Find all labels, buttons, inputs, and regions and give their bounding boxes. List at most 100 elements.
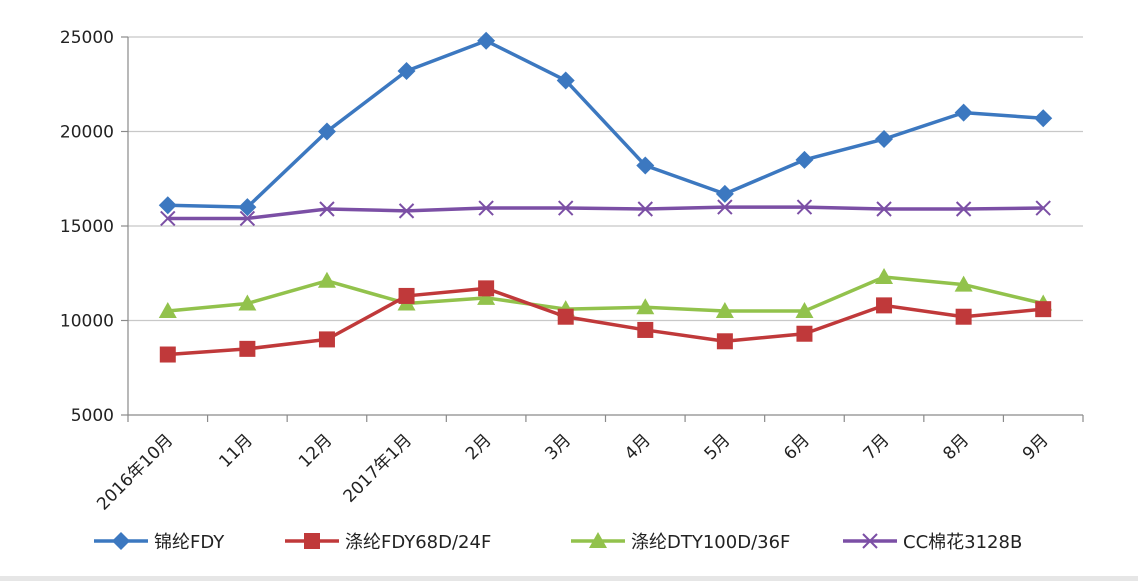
data-point [1035, 301, 1052, 318]
series-line [167, 39, 1044, 209]
data-point [875, 130, 894, 149]
x-axis-ticks: 2016年10月 11月 12月 2017年1月 2月 3月 4月 5月 6月 7月 8月 9月 [93, 415, 1084, 514]
legend-item: 锦纶FDY [94, 532, 225, 553]
y-tick-label: 20000 [60, 123, 114, 143]
data-point [397, 62, 416, 81]
data-point [319, 201, 335, 217]
data-point [637, 201, 653, 217]
series-0 [158, 31, 1053, 217]
series-3 [160, 199, 1051, 227]
data-point [955, 201, 972, 217]
series-line [167, 286, 1044, 357]
y-tick-label: 5000 [71, 406, 114, 426]
data-point [317, 122, 336, 141]
series-line [167, 275, 1044, 313]
data-point [304, 533, 320, 549]
x-tick-label: 11月 [215, 430, 256, 471]
data-point [398, 287, 415, 304]
data-point [159, 346, 176, 363]
data-point-stroke [558, 200, 574, 216]
data-point [954, 275, 973, 292]
data-point [795, 150, 814, 169]
legend-label: 锦纶FDY [154, 532, 225, 553]
series-group [158, 31, 1053, 363]
x-tick-label: 2016年10月 [93, 430, 177, 514]
data-point [637, 321, 654, 338]
legend-label: 涤纶DTY100D/36F [631, 532, 790, 553]
data-point [716, 333, 733, 350]
data-point [954, 103, 973, 122]
data-point [477, 31, 496, 50]
data-point-stroke [796, 199, 813, 215]
y-tick-label: 25000 [60, 28, 114, 48]
data-point [158, 196, 177, 215]
x-tick-label: 8月 [939, 430, 973, 464]
data-point [160, 210, 176, 227]
legend: 锦纶FDY 涤纶FDY68D/24F 涤纶DTY100D/36F CC棉花3128B [94, 532, 1022, 553]
data-point [796, 325, 813, 342]
y-axis-ticks: 25000 20000 15000 10000 5000 [60, 28, 128, 426]
data-point [478, 280, 495, 297]
x-tick-label: 7月 [860, 430, 894, 464]
data-point [238, 294, 257, 311]
data-point [239, 210, 256, 227]
data-point [876, 297, 893, 314]
data-point [557, 308, 574, 325]
data-point [477, 288, 496, 305]
data-point [238, 198, 257, 217]
series-line [167, 205, 1044, 221]
data-point [636, 298, 655, 315]
data-point [717, 199, 733, 215]
data-point-stroke [862, 533, 878, 549]
x-tick-label: 5月 [701, 430, 735, 464]
data-point [239, 340, 256, 357]
data-point [318, 331, 335, 348]
data-point-stroke [955, 201, 972, 217]
data-point [715, 302, 734, 319]
data-point [795, 302, 814, 319]
x-tick-label: 2月 [462, 430, 496, 464]
series-1 [159, 280, 1052, 363]
x-tick-label: 12月 [295, 430, 336, 471]
data-point-stroke [478, 200, 494, 216]
data-point [955, 308, 972, 325]
data-point [1035, 200, 1051, 216]
data-point [398, 203, 415, 219]
x-tick-label: 4月 [621, 430, 655, 464]
data-point [112, 532, 130, 550]
data-point-stroke [319, 201, 335, 217]
gridlines [128, 36, 1083, 322]
data-point [158, 302, 177, 319]
x-tick-label: 2017年1月 [340, 430, 416, 506]
x-tick-label: 6月 [780, 430, 814, 464]
data-point-stroke [876, 201, 892, 217]
data-point [558, 200, 574, 216]
data-point-stroke [239, 210, 256, 227]
data-point [796, 199, 813, 215]
data-point [876, 201, 892, 217]
data-point [636, 156, 655, 175]
data-point-stroke [1035, 200, 1051, 216]
data-point-stroke [398, 203, 415, 219]
legend-label: CC棉花3128B [903, 532, 1022, 553]
data-point [715, 184, 734, 203]
x-tick-label: 9月 [1019, 430, 1053, 464]
data-point-stroke [160, 210, 176, 227]
data-point [862, 533, 878, 549]
data-point [1034, 109, 1053, 128]
x-tick-label: 3月 [541, 430, 575, 464]
legend-item: CC棉花3128B [843, 532, 1022, 553]
y-tick-label: 10000 [60, 312, 114, 332]
data-point [589, 532, 607, 548]
data-point [317, 271, 336, 288]
legend-item: 涤纶FDY68D/24F [285, 532, 491, 553]
y-tick-label: 15000 [60, 217, 114, 237]
data-point [556, 71, 575, 90]
data-point [478, 200, 494, 216]
data-point-stroke [637, 201, 653, 217]
data-point-stroke [717, 199, 733, 215]
bottom-rule [0, 576, 1138, 581]
legend-item: 涤纶DTY100D/36F [571, 532, 790, 553]
data-point [875, 268, 894, 285]
